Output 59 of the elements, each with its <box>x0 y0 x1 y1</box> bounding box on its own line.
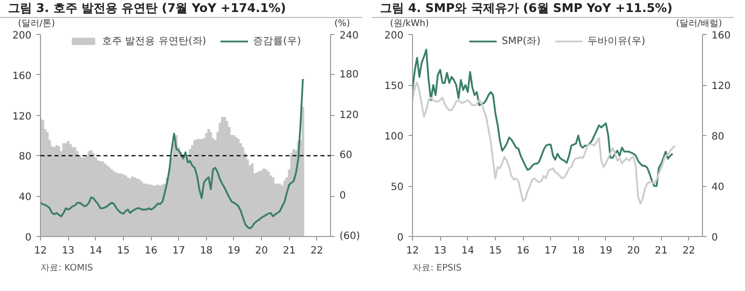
y-tick-label: 80 <box>18 152 32 163</box>
y2-tick-label: 180 <box>340 69 359 80</box>
x-tick-label: 15 <box>117 246 130 256</box>
y2-tick-label: 120 <box>712 81 731 92</box>
y2-tick-label: 60 <box>340 150 352 162</box>
x-tick-label: 13 <box>62 246 75 256</box>
line-series <box>412 48 674 187</box>
y2-tick-label: 240 <box>340 30 359 42</box>
x-tick-label: 12 <box>406 246 419 256</box>
x-tick-label: 22 <box>310 246 324 256</box>
y2-tick-label: 0 <box>340 190 346 202</box>
y2-tick-label: 80 <box>712 132 724 142</box>
x-tick-label: 14 <box>89 246 102 256</box>
line-series <box>40 78 304 230</box>
text: 자료: KOMIS <box>40 264 94 274</box>
y2-tick-label: (60) <box>340 231 360 242</box>
y2-tick-label: 120 <box>340 110 359 121</box>
y2-axis-title: (달러/배럴) <box>676 18 722 31</box>
y-tick-label: 100 <box>384 132 404 142</box>
text: 자료: EPSIS <box>412 264 462 274</box>
y-tick-label: 40 <box>18 192 32 204</box>
y2-tick-label: 40 <box>712 182 724 193</box>
x-tick-label: 12 <box>34 246 47 256</box>
x-tick-label: 17 <box>172 246 186 256</box>
x-tick-label: 18 <box>200 246 213 256</box>
legend-label: 호주 발전용 유연탄(좌) <box>102 35 206 48</box>
x-tick-label: 21 <box>282 246 296 256</box>
x-tick-label: 16 <box>516 246 530 256</box>
x-tick-label: 15 <box>489 246 502 256</box>
legend-label: 두바이유(우) <box>588 35 646 48</box>
x-tick-label: 20 <box>627 246 640 256</box>
x-tick-label: 14 <box>461 246 474 256</box>
y-tick-label: 200 <box>12 30 32 42</box>
x-tick-label: 19 <box>228 246 240 256</box>
y-tick-label: 0 <box>25 232 32 244</box>
x-tick-label: 13 <box>434 246 447 256</box>
y-tick-label: 150 <box>384 81 404 92</box>
x-tick-label: 16 <box>144 246 158 256</box>
y-tick-label: 120 <box>12 111 32 122</box>
y2-axis-title: (%) <box>334 18 350 31</box>
x-tick-label: 20 <box>255 246 268 256</box>
line-series <box>412 82 676 205</box>
x-tick-label: 19 <box>600 246 612 256</box>
y-tick-label: 200 <box>384 30 404 42</box>
y-tick-label: 160 <box>12 70 32 82</box>
y2-tick-label: 0 <box>712 232 718 244</box>
y-axis-title: (달러/톤) <box>18 18 56 31</box>
legend-label: SMP(좌) <box>502 35 540 48</box>
y-tick-label: 0 <box>397 232 404 244</box>
y-tick-label: 50 <box>390 182 404 193</box>
y-axis-title: (원/kWh) <box>390 18 429 31</box>
chart-title: 그림 4. SMP와 국제유가 (6월 SMP YoY +11.5%) <box>380 0 672 17</box>
chart-title: 그림 3. 호주 발전용 유연탄 (7월 YoY +174.1%) <box>8 0 286 17</box>
x-tick-label: 22 <box>682 246 696 256</box>
x-tick-label: 21 <box>654 246 668 256</box>
legend-label: 증감률(우) <box>253 35 301 48</box>
x-tick-label: 17 <box>544 246 558 256</box>
x-tick-label: 18 <box>572 246 585 256</box>
y2-tick-label: 160 <box>712 30 731 42</box>
